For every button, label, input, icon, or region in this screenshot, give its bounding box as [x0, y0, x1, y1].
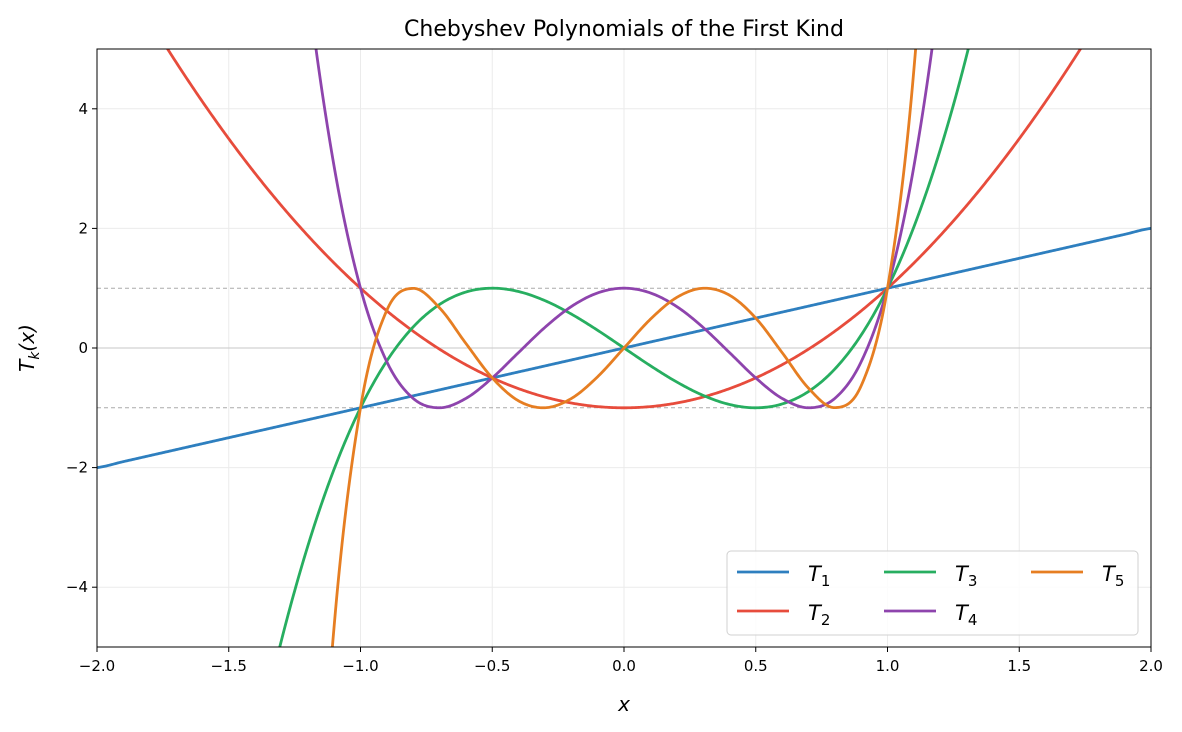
- y-tick-label: −2: [66, 459, 88, 477]
- legend-label-T3: T3: [955, 562, 977, 590]
- series-lines: [97, 49, 1151, 647]
- y-label-base: T: [15, 358, 39, 372]
- x-tick-label: 1.5: [1007, 657, 1031, 675]
- x-tick-label: −1.5: [211, 657, 247, 675]
- series-line-T2: [165, 49, 1083, 410]
- legend-label-T4: T4: [955, 601, 977, 629]
- legend-label-T2: T2: [808, 601, 830, 629]
- ticks: −2.0 −1.5 −1.0 −0.5 0.0 0.5 1.0 1.5 2.0 −4 −2 0 2 4: [66, 100, 1163, 675]
- x-axis-label: x: [617, 692, 630, 716]
- x-tick-label: 2.0: [1139, 657, 1163, 675]
- x-tick-label: −0.5: [474, 657, 510, 675]
- y-label-sub: k: [27, 351, 43, 360]
- y-tick-label: 4: [78, 100, 88, 118]
- legend-label-T1: T1: [808, 562, 830, 590]
- x-tick-label: 0.5: [744, 657, 768, 675]
- legend: T1 T2 T3 T4 T5: [726, 550, 1139, 636]
- legend-box: [726, 550, 1139, 636]
- y-label-suffix: (x): [15, 324, 39, 351]
- y-tick-label: 0: [78, 339, 88, 357]
- y-tick-label: 2: [78, 219, 88, 237]
- y-axis-label: Tk(x): [15, 324, 43, 372]
- x-tick-label: −2.0: [79, 657, 115, 675]
- x-tick-label: −1.0: [342, 657, 378, 675]
- x-tick-label: 1.0: [876, 657, 900, 675]
- series-line-T4: [314, 49, 934, 410]
- legend-label-T5: T5: [1102, 562, 1124, 590]
- y-tick-label: −4: [66, 578, 88, 596]
- chart-title: Chebyshev Polynomials of the First Kind: [404, 17, 844, 42]
- series-line-T5: [330, 49, 918, 647]
- x-tick-label: 0.0: [612, 657, 636, 675]
